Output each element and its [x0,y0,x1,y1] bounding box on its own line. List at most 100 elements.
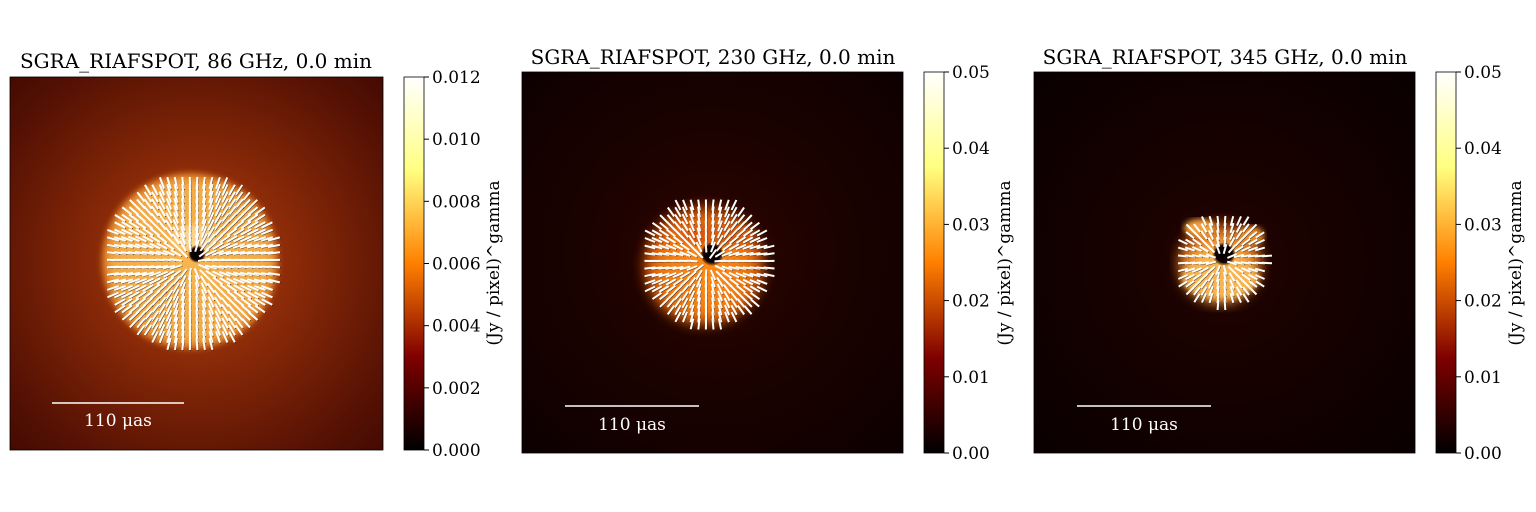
polarization-tick-shadow [659,286,670,294]
polarization-tick [1216,299,1220,311]
polarization-tick [736,221,746,231]
polarization-tick-shadow [241,229,253,237]
polarization-tick [214,310,222,322]
colorbar-tick-label: 0.002 [432,379,481,399]
polarization-tick [665,236,677,244]
polarization-tick [697,318,701,330]
polarization-tick [128,311,140,321]
polarization-tick [729,284,739,294]
polarization-tick-shadow [228,206,237,217]
polarization-tick-shadow [215,206,222,218]
polarization-tick [1200,223,1208,233]
polarization-tick [1236,293,1242,303]
polarization-tick-shadow [675,299,683,309]
polarization-tick [659,221,669,231]
polarization-tick [1192,230,1202,240]
polarization-tick [173,204,179,218]
scale-bar-label: 110 μas [598,415,666,435]
polarization-tick [254,221,266,229]
polarization-tick [1227,244,1237,254]
polarization-tick-shadow [136,279,148,285]
polarization-tick-shadow [683,312,689,324]
polarization-tick-shadow [255,215,267,223]
polarization-tick-shadow [261,237,274,243]
polarization-tick-shadow [152,325,160,337]
polarization-tick [156,250,168,256]
polarization-tick-shadow [681,285,690,295]
polarization-tick [246,278,260,284]
polarization-tick-shadow [130,319,140,329]
polarization-tick [208,330,214,344]
polarization-tick [201,211,207,225]
polarization-tick [254,298,266,306]
polarization-tick [221,324,229,336]
polarization-tick [736,228,746,238]
polarization-tick [173,197,179,211]
polarization-tick [170,249,182,257]
polarization-tick [226,271,238,277]
polarization-tick-shadow [215,199,222,211]
polarization-tick [749,285,761,293]
polarization-tick-shadow [137,318,146,329]
polarization-tick [1229,292,1235,304]
polarization-tick [721,265,733,271]
polarization-tick [728,251,740,257]
polarization-tick [1185,223,1195,233]
polarization-tick [644,244,656,250]
polarization-tick [666,228,676,238]
polarization-tick [207,289,215,301]
polarization-tick [151,324,159,336]
polarization-tick-shadow [165,283,175,294]
polarization-tick-shadow [229,185,237,197]
polarization-tick [681,297,689,309]
polarization-tick [1248,286,1258,296]
polarization-tick [1200,216,1208,226]
polarization-tick [680,228,690,238]
polarization-tick [1177,267,1189,273]
polarization-tick [1241,279,1251,289]
polarization-tick [1248,280,1258,288]
polarization-tick-shadow [743,237,754,244]
polarization-tick-shadow [667,299,676,309]
polarization-tick [172,296,180,308]
colorbar-label: (Jy / pixel)^gamma [484,180,504,345]
polarization-tick-shadow [137,325,146,336]
polarization-tick [730,206,738,218]
polarization-tick [254,228,266,236]
polarization-tick-shadow [229,192,237,204]
polarization-tick [246,251,260,255]
polarization-tick [651,236,663,244]
polarization-tick [207,219,215,231]
polarization-tick [688,283,696,295]
polarization-tick [127,271,141,277]
polarization-tick-shadow [668,306,676,316]
polarization-tick [114,298,126,306]
polarization-tick [666,291,676,301]
polarization-tick [1226,260,1238,266]
polarization-tick-shadow [248,229,260,236]
polarization-tick [136,324,146,336]
polarization-tick [106,285,120,291]
polarization-tick [165,198,173,210]
polarization-tick [214,303,222,315]
polarization-tick [1247,246,1259,252]
colorbar-tick-label: 0.03 [1464,215,1502,235]
polarization-tick [716,227,724,239]
polarization-tick [208,337,214,351]
polarization-tick [736,284,746,294]
polarization-tick [170,269,182,279]
polarization-tick [172,289,180,301]
polarization-tick [749,229,761,237]
polarization-tick [194,232,200,246]
polarization-tick [172,282,180,294]
polarization-tick-shadow [129,285,141,292]
polarization-tick-shadow [128,279,141,285]
polarization-tick-shadow [1248,247,1259,252]
polarization-tick [704,241,708,253]
polarization-tick [659,214,669,224]
polarization-tick [689,311,695,323]
polarization-tick [181,337,185,351]
polarization-tick [742,272,754,278]
polarization-tick [180,295,186,309]
polarization-tick-shadow [122,292,134,299]
